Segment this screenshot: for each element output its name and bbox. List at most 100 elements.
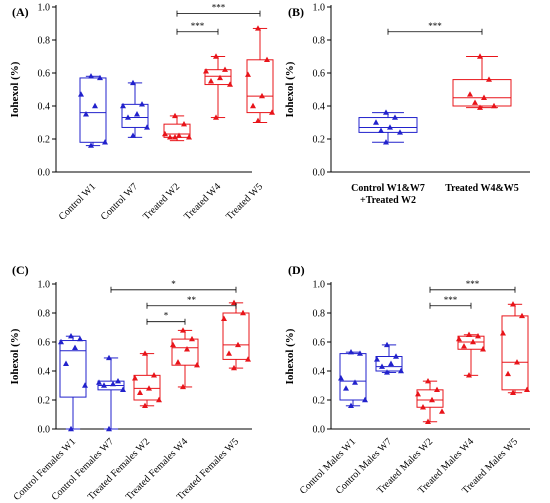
data-point (250, 102, 256, 109)
data-point (392, 114, 398, 120)
chart-panel-c: (C) 0.0 0.2 0.4 0.6 0.8 1.0 Iohexol (%) Control … (9, 263, 252, 503)
data-point (186, 134, 192, 140)
iqr-box (133, 374, 161, 401)
data-point (477, 104, 483, 110)
x-tick-label: Control Females W1 (12, 436, 79, 503)
data-point (255, 25, 261, 31)
data-point (415, 391, 421, 397)
y-tick-label: 1.0 (38, 280, 51, 291)
box-4 (170, 327, 200, 390)
x-tick-label: Treated W2 (141, 181, 182, 222)
data-point (132, 375, 138, 381)
data-point (514, 359, 520, 365)
data-point (348, 402, 354, 408)
data-point (362, 396, 368, 403)
data-point (227, 81, 233, 87)
data-point (83, 111, 89, 117)
significance-bracket-1: *** (387, 21, 483, 35)
y-tick-label: 0.2 (38, 135, 51, 146)
y-tick-label: 0.0 (38, 425, 51, 436)
data-point (466, 372, 472, 378)
y-tick-label: 0.4 (313, 102, 326, 113)
panel-label: (A) (12, 5, 29, 19)
data-point (231, 364, 237, 371)
data-point (500, 330, 506, 336)
data-point (170, 341, 176, 348)
data-point (384, 341, 390, 348)
data-point (58, 338, 64, 345)
y-tick-label: 1.0 (38, 3, 51, 14)
data-point (477, 53, 483, 59)
box-5 (221, 299, 251, 371)
chart-panel-a: (A) 0.0 0.2 0.4 0.6 0.8 1.0 Iohexol (%) Control … (9, 3, 275, 223)
data-point (505, 370, 511, 377)
data-point (397, 129, 403, 135)
box-1 (78, 73, 108, 148)
data-point (92, 102, 98, 109)
data-point (125, 114, 131, 120)
y-tick-label: 0.6 (38, 69, 51, 80)
significance-label: * (164, 311, 169, 321)
significance-bracket-2: *** (176, 21, 219, 35)
data-point (208, 78, 214, 84)
data-point (343, 385, 349, 391)
significance-bracket-1: * (110, 279, 237, 293)
data-point (102, 139, 108, 145)
data-point (63, 360, 69, 366)
box-5 (500, 301, 530, 395)
data-point (379, 363, 385, 369)
data-point (466, 331, 472, 337)
y-tick-label: 1.0 (313, 3, 326, 14)
significance-bracket-1: *** (429, 279, 516, 293)
data-point (194, 362, 200, 368)
data-point (245, 356, 251, 362)
data-point (510, 301, 516, 307)
iqr-box (121, 103, 149, 128)
significance-bracket-2: ** (146, 295, 237, 309)
y-tick-label: 0.8 (38, 309, 51, 320)
box-2 (96, 354, 126, 432)
iqr-box (452, 79, 512, 107)
data-point (357, 350, 363, 356)
data-point (68, 425, 74, 432)
significance-label: * (171, 279, 176, 289)
box-2 (374, 341, 404, 375)
iqr-box (246, 59, 274, 114)
iqr-box (375, 356, 403, 372)
y-tick-label: 0.4 (313, 367, 326, 378)
data-point (352, 379, 358, 385)
box-1 (358, 109, 418, 145)
iqr-box (339, 353, 367, 401)
x-tick-label: Treated W4&W5 (445, 183, 519, 194)
y-tick-label: 0.8 (313, 309, 326, 320)
data-point (388, 360, 394, 366)
data-point (120, 386, 126, 393)
data-point (180, 327, 186, 333)
data-point (106, 425, 112, 432)
data-point (481, 94, 487, 100)
y-tick-label: 0.0 (38, 168, 51, 179)
data-point (101, 382, 107, 388)
data-point (374, 356, 380, 362)
data-point (115, 377, 121, 384)
x-tick-label: Treated W4 (182, 181, 223, 222)
data-point (82, 382, 88, 388)
box-1 (338, 348, 368, 408)
iqr-box (59, 340, 87, 398)
data-point (142, 402, 148, 408)
box-5 (245, 25, 275, 124)
data-point (139, 101, 145, 107)
y-tick-label: 0.6 (38, 338, 51, 349)
data-point (189, 335, 195, 342)
y-tick-label: 0.2 (313, 396, 326, 407)
data-point (245, 71, 251, 77)
y-tick-label: 0.2 (313, 135, 326, 146)
box-2 (120, 79, 150, 138)
y-tick-label: 0.8 (313, 36, 326, 47)
x-tick-label: Treated Females W2 (86, 436, 152, 502)
y-tick-label: 0.4 (38, 102, 51, 113)
data-point (88, 73, 94, 79)
data-point (96, 379, 102, 385)
chart-panel-b: (B) 0.0 0.2 0.4 0.6 0.8 1.0 Iohexol (%) Control … (284, 3, 530, 206)
